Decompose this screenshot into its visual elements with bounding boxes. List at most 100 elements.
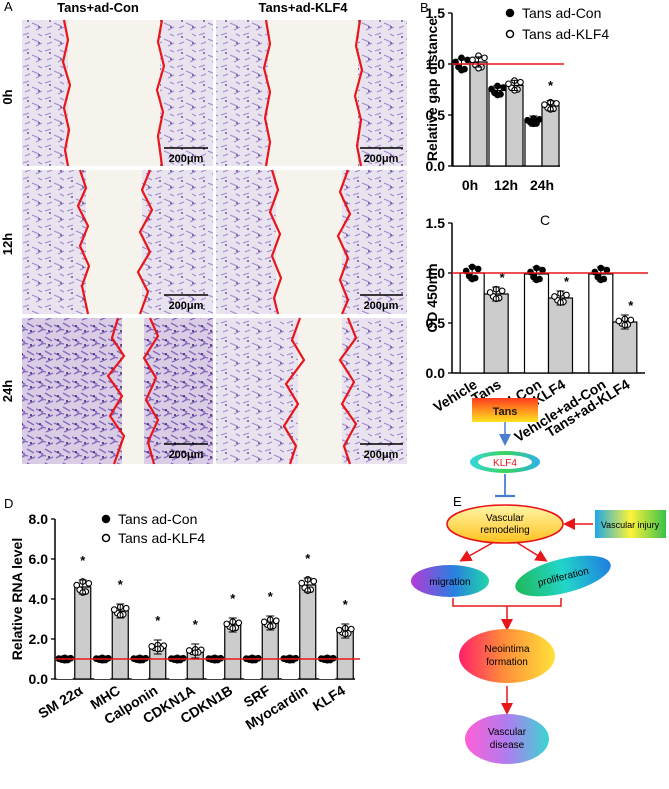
- y-tick-label: 0.0: [426, 365, 446, 381]
- bar: [94, 659, 111, 679]
- data-point: [85, 579, 93, 587]
- y-tick-label: 1.0: [426, 265, 446, 281]
- data-point: [260, 618, 268, 626]
- y-tick-label: 0.0: [426, 158, 446, 174]
- node-vascular-injury: Vascular injury: [595, 510, 666, 538]
- y-tick-label: 1.0: [426, 56, 446, 72]
- bar: [469, 61, 488, 167]
- bar: [524, 120, 543, 167]
- data-point: [488, 85, 495, 93]
- panel-b-letter: B: [420, 0, 429, 15]
- node-tans-label: Tans: [493, 406, 518, 418]
- micrograph-ad-klf4-0h: 200μm: [216, 19, 407, 167]
- data-point: [591, 268, 599, 276]
- data-point: [310, 577, 318, 585]
- legend-label: Tans ad-KLF4: [522, 26, 609, 42]
- bar: [483, 293, 509, 374]
- node-remodeling-label-2: remodeling: [480, 525, 529, 536]
- node-disease-label-2: disease: [490, 740, 525, 751]
- y-axis-label: Relative gap distance: [424, 18, 440, 161]
- node-tans: Tans: [472, 398, 538, 422]
- bar: [547, 297, 574, 374]
- y-tick-label: 1.5: [426, 5, 446, 21]
- significance-mark: *: [628, 298, 634, 313]
- node-klf4: KLF4: [470, 451, 540, 473]
- data-point: [563, 291, 570, 299]
- x-tick-label: 24h: [530, 177, 554, 193]
- data-point: [148, 643, 156, 650]
- node-migration: migration: [411, 565, 489, 597]
- significance-mark: *: [305, 551, 311, 566]
- significance-mark: *: [230, 591, 236, 606]
- chart-c-title: C: [540, 212, 550, 228]
- y-tick-label: 1.5: [426, 215, 446, 231]
- node-klf4-label: KLF4: [493, 458, 517, 469]
- bar: [261, 622, 279, 680]
- bar: [523, 273, 550, 374]
- x-tick-label: 12h: [494, 177, 518, 193]
- significance-mark: *: [564, 274, 570, 289]
- data-point: [553, 100, 560, 107]
- y-axis-label: Relative RNA level: [9, 538, 25, 660]
- node-vascular-remodeling: Vascular remodeling: [446, 504, 564, 544]
- significance-mark: *: [343, 597, 349, 612]
- y-tick-label: 4.0: [29, 591, 49, 607]
- panel-a-letter: A: [4, 0, 13, 14]
- data-point: [603, 266, 611, 274]
- data-point: [486, 289, 494, 296]
- scale-bar-label: 200μm: [364, 153, 399, 165]
- data-point: [298, 579, 306, 587]
- scale-bar-label: 200μm: [364, 300, 399, 312]
- y-axis-label: OD 450nm: [424, 263, 440, 332]
- scale-bar-label: 200μm: [169, 300, 204, 312]
- node-disease-label-1: Vascular: [488, 727, 527, 738]
- bar: [224, 624, 242, 680]
- significance-mark: *: [500, 270, 506, 285]
- column-header-ad-klf4: Tans+ad-KLF4: [259, 0, 349, 15]
- bar: [131, 659, 148, 679]
- bar: [299, 584, 317, 680]
- data-point: [481, 54, 488, 62]
- x-tick-label: KLF4: [310, 682, 348, 714]
- data-point: [235, 619, 243, 627]
- scale-bar-label: 200μm: [364, 449, 399, 461]
- x-tick-label: SM 22α: [35, 682, 85, 722]
- data-point: [627, 316, 635, 324]
- data-point: [539, 266, 546, 274]
- merge-bracket: [452, 598, 562, 607]
- arrow-remodeling-to-proliferation: [515, 541, 548, 562]
- micrograph-ad-con-0h: 200μm: [22, 19, 213, 167]
- bar: [111, 610, 129, 680]
- legend-marker: [505, 8, 515, 18]
- bar: [459, 272, 485, 374]
- legend-marker: [101, 533, 111, 543]
- data-point: [524, 116, 531, 124]
- data-point: [185, 647, 193, 654]
- node-neointima-label-1: Neointima: [484, 644, 529, 655]
- node-neointima-formation: Neointima formation: [459, 629, 555, 683]
- y-tick-label: 0.5: [426, 107, 446, 123]
- bar: [319, 659, 336, 679]
- node-remodeling-label-1: Vascular: [486, 513, 525, 524]
- micrograph-ad-klf4-24h: 200μm: [216, 317, 407, 465]
- data-point: [223, 620, 231, 628]
- bar: [56, 659, 73, 679]
- panel-e-letter: E: [453, 494, 462, 509]
- column-header-ad-con: Tans+ad-Con: [57, 0, 139, 15]
- row-label-0h: 0h: [0, 89, 15, 104]
- micrograph-ad-con-24h: 200μm: [22, 317, 213, 465]
- arrow-remodeling-to-migration: [459, 541, 495, 562]
- bar: [488, 89, 507, 167]
- data-point: [335, 626, 343, 634]
- bar: [281, 659, 298, 679]
- legend-label: Tans ad-KLF4: [118, 530, 205, 546]
- data-point: [527, 268, 534, 276]
- bar: [452, 63, 471, 167]
- bar: [74, 586, 92, 680]
- node-proliferation: proliferation: [515, 555, 611, 597]
- micrograph-ad-klf4-12h: 200μm: [216, 169, 407, 315]
- data-point: [122, 604, 130, 612]
- data-point: [110, 606, 118, 613]
